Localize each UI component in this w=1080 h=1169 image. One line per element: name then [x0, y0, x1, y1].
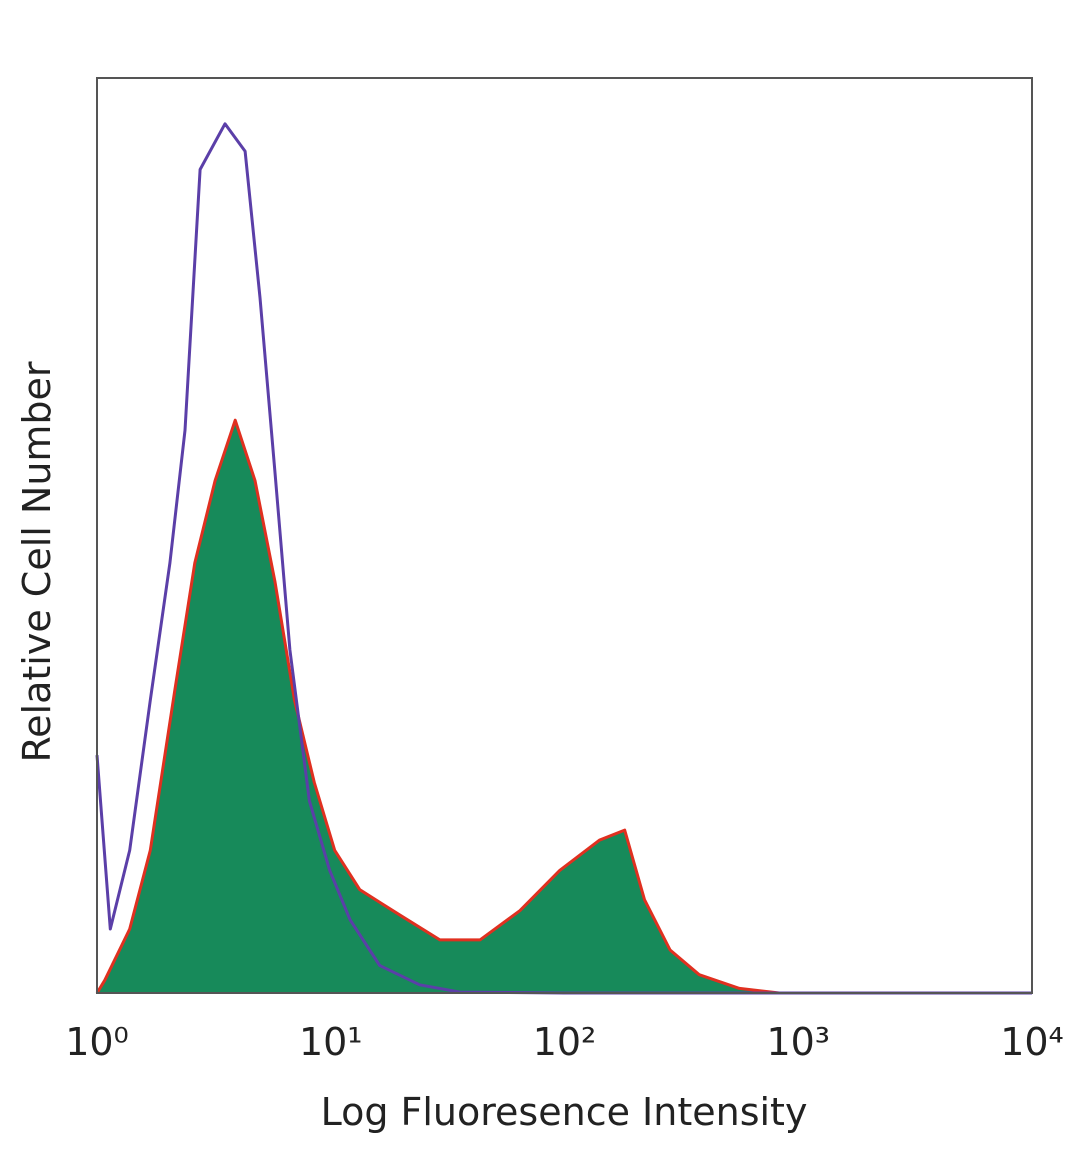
histogram-line [95, 122, 1032, 995]
x-tick-label: 10¹ [299, 1020, 363, 1064]
plot-frame [96, 77, 1033, 994]
histogram-area [97, 420, 780, 993]
x-tick-label: 10⁴ [1000, 1020, 1064, 1064]
x-tick-label: 10⁰ [65, 1020, 129, 1064]
histogram-line [95, 418, 780, 995]
x-tick-label: 10³ [766, 1020, 830, 1064]
y-axis-label: Relative Cell Number [15, 361, 59, 762]
x-axis-label: Log Fluoresence Intensity [321, 1090, 808, 1134]
x-tick-label: 10² [533, 1020, 597, 1064]
